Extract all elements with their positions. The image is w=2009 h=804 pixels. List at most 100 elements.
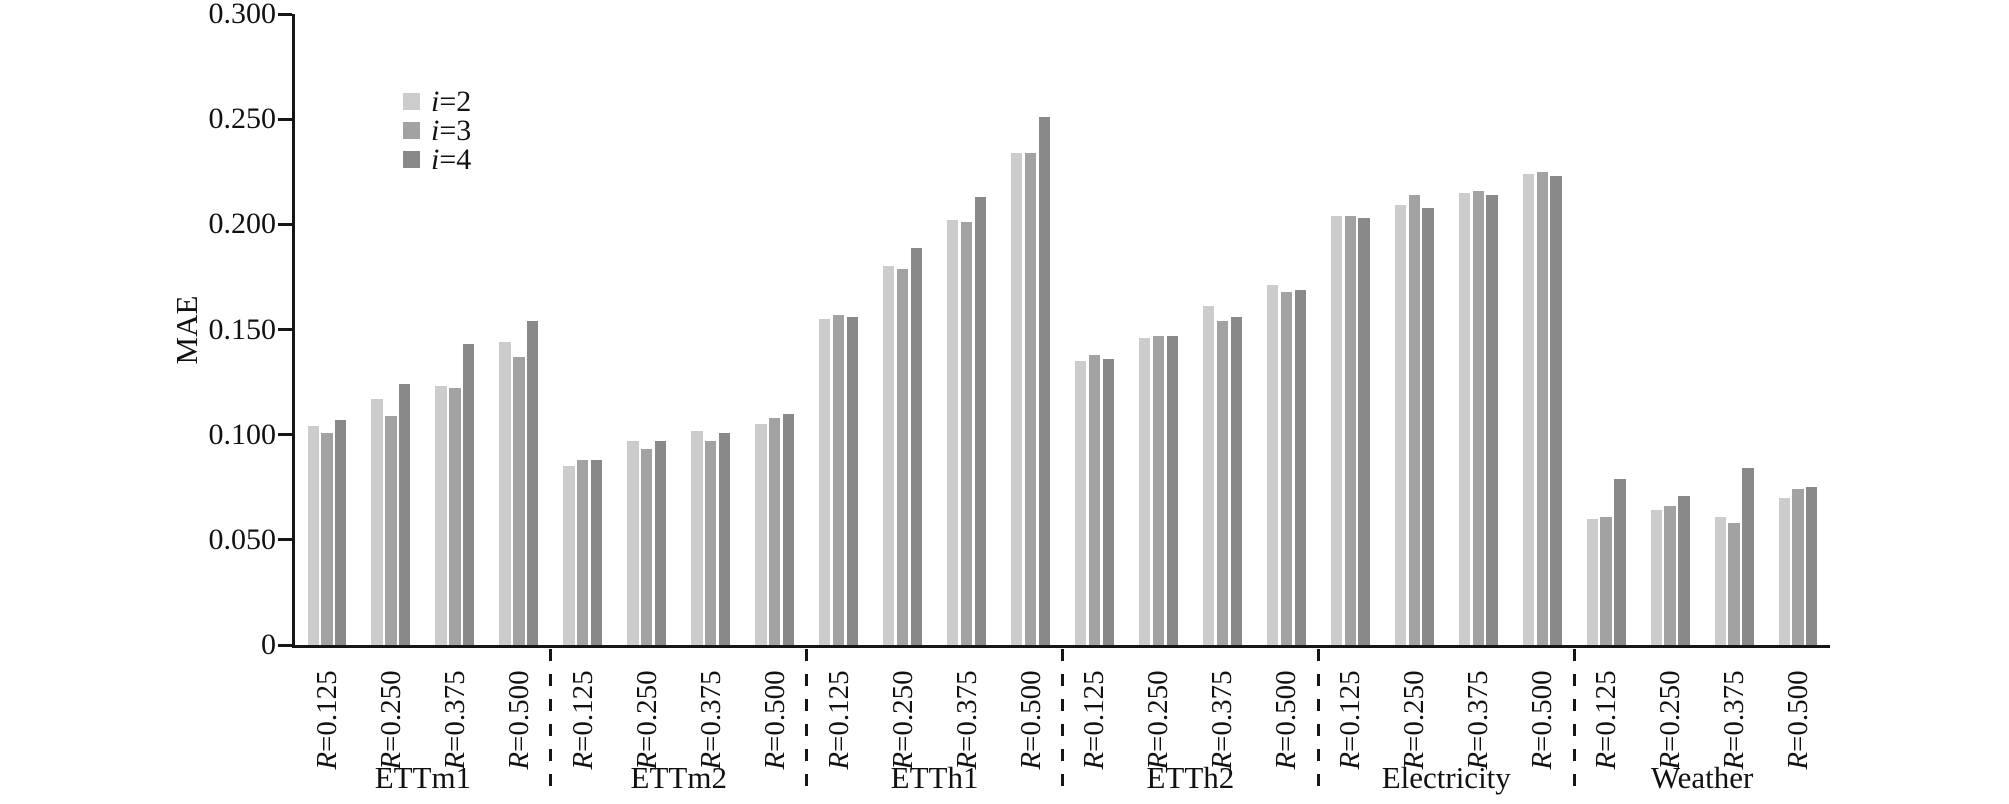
bar-Weather-R=0.375-i=4 (1742, 468, 1754, 645)
bar-ETTh1-R=0.250-i=4 (910, 247, 923, 645)
bar-ETTm1-R=0.250-i=3 (385, 415, 397, 645)
bar-ETTh1-R=0.125-i=4 (846, 316, 859, 645)
bar-ETTm2-R=0.375-i=3 (705, 441, 717, 645)
bar-ETTh2-R=0.500-i=4 (1294, 289, 1306, 645)
bar-Electricity-R=0.125-i=2 (1330, 215, 1343, 645)
legend-item: i=3 (403, 114, 472, 147)
bar-ETTm1-R=0.375-i=2 (435, 386, 447, 645)
bar-Electricity-R=0.375-i=2 (1458, 192, 1471, 645)
group-label: ETTh1 (890, 760, 979, 795)
bar-ETTh1-R=0.250-i=2 (883, 266, 895, 645)
bar-Electricity-R=0.500-i=4 (1550, 176, 1562, 645)
group-separator (805, 649, 809, 793)
bar-Weather-R=0.250-i=2 (1650, 510, 1662, 645)
group-separator (1061, 649, 1064, 793)
x-axis-line (292, 645, 1830, 648)
legend-item: i=2 (403, 85, 472, 118)
group-label: Electricity (1381, 760, 1511, 795)
group-separator (1572, 649, 1576, 793)
y-tick-label: 0.300 (208, 0, 277, 30)
y-axis-line (292, 14, 295, 648)
bar-ETTh2-R=0.250-i=3 (1152, 335, 1165, 645)
bar-ETTh2-R=0.375-i=4 (1230, 316, 1242, 645)
bar-ETTm1-R=0.125-i=3 (321, 432, 333, 645)
bar-Weather-R=0.375-i=2 (1714, 516, 1726, 645)
y-tick-label: 0.200 (208, 207, 277, 241)
bar-ETTm2-R=0.125-i=3 (577, 459, 589, 645)
bar-Electricity-R=0.125-i=3 (1344, 215, 1356, 645)
y-tick (278, 12, 292, 16)
bar-Weather-R=0.125-i=4 (1614, 478, 1626, 645)
bar-Weather-R=0.250-i=4 (1678, 495, 1690, 645)
bar-ETTh2-R=0.125-i=4 (1102, 358, 1114, 645)
y-tick (278, 538, 292, 542)
y-tick-label: 0.100 (208, 417, 277, 451)
bar-ETTm1-R=0.500-i=3 (513, 356, 525, 645)
bar-Weather-R=0.125-i=2 (1586, 518, 1598, 645)
bar-ETTh2-R=0.500-i=2 (1266, 285, 1279, 645)
bar-ETTm2-R=0.375-i=4 (718, 432, 731, 645)
bar-Electricity-R=0.250-i=2 (1394, 205, 1407, 645)
bar-Weather-R=0.500-i=3 (1792, 489, 1804, 645)
y-tick (278, 222, 292, 226)
bar-ETTm2-R=0.375-i=2 (691, 430, 703, 645)
bar-ETTm1-R=0.250-i=4 (399, 384, 411, 645)
bar-ETTm1-R=0.125-i=4 (335, 419, 347, 645)
group-separator (1316, 649, 1320, 793)
bar-ETTm2-R=0.500-i=4 (782, 413, 795, 645)
y-tick (278, 117, 292, 121)
legend-swatch-icon (403, 151, 420, 168)
bar-ETTh2-R=0.375-i=3 (1216, 321, 1229, 645)
bar-ETTh1-R=0.375-i=3 (960, 222, 973, 645)
bar-ETTm2-R=0.500-i=3 (769, 417, 781, 645)
bar-ETTm2-R=0.125-i=4 (590, 459, 603, 645)
bar-Electricity-R=0.375-i=4 (1486, 194, 1498, 645)
bar-Weather-R=0.250-i=3 (1664, 506, 1676, 645)
legend-label: i=4 (431, 143, 472, 176)
bar-ETTh1-R=0.375-i=2 (947, 220, 959, 645)
bar-Electricity-R=0.375-i=3 (1472, 190, 1484, 645)
bar-ETTm1-R=0.375-i=3 (449, 388, 461, 645)
bar-ETTh2-R=0.375-i=2 (1202, 306, 1215, 645)
y-tick (278, 433, 292, 437)
legend-label: i=2 (431, 85, 472, 118)
group-label: ETTh2 (1146, 760, 1235, 795)
bar-ETTh1-R=0.125-i=2 (819, 319, 831, 645)
bar-ETTh1-R=0.375-i=4 (974, 197, 987, 645)
bar-ETTm1-R=0.250-i=2 (371, 398, 383, 645)
bar-ETTm1-R=0.125-i=2 (307, 426, 319, 645)
bar-Electricity-R=0.500-i=2 (1522, 173, 1535, 645)
bar-ETTm2-R=0.250-i=3 (641, 449, 653, 645)
bar-ETTh1-R=0.500-i=2 (1011, 152, 1023, 645)
y-tick-label: 0.250 (208, 102, 277, 136)
legend-item: i=4 (403, 143, 472, 176)
bar-Electricity-R=0.250-i=3 (1408, 194, 1420, 645)
bar-ETTh1-R=0.500-i=3 (1024, 152, 1037, 645)
legend-label: i=3 (431, 114, 472, 147)
bar-Weather-R=0.500-i=2 (1778, 497, 1790, 645)
legend-swatch-icon (403, 122, 420, 139)
group-separator (549, 649, 553, 793)
bar-ETTh2-R=0.500-i=3 (1280, 291, 1293, 645)
bar-Electricity-R=0.250-i=4 (1422, 207, 1434, 645)
bar-ETTh2-R=0.125-i=3 (1088, 354, 1101, 645)
bar-ETTh2-R=0.125-i=2 (1075, 361, 1087, 645)
bar-ETTm1-R=0.500-i=4 (527, 321, 539, 645)
y-tick-label: 0 (261, 628, 276, 661)
bar-ETTm2-R=0.250-i=2 (627, 441, 639, 645)
y-tick-label: 0.150 (208, 312, 277, 346)
legend: i=2 i=3 i=4 (403, 85, 472, 176)
y-tick-label: 0.050 (208, 522, 277, 556)
bar-ETTm1-R=0.375-i=4 (463, 344, 475, 645)
y-tick (278, 643, 292, 647)
bar-Weather-R=0.375-i=3 (1728, 523, 1740, 645)
bar-ETTh1-R=0.500-i=4 (1038, 117, 1050, 645)
y-tick (278, 328, 292, 331)
group-label: ETTm2 (630, 760, 727, 795)
bar-ETTh1-R=0.125-i=3 (832, 314, 845, 645)
group-label: ETTm1 (374, 760, 472, 795)
bar-Weather-R=0.125-i=3 (1600, 516, 1612, 645)
group-label: Weather (1650, 760, 1754, 795)
bar-Weather-R=0.500-i=4 (1806, 487, 1818, 646)
